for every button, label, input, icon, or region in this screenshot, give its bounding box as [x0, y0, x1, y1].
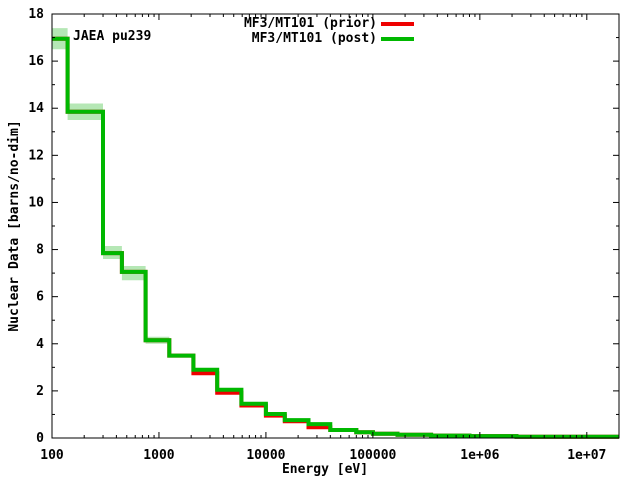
x-tick-label: 1e+07: [567, 448, 606, 463]
y-tick-label: 16: [28, 54, 44, 69]
plot-border: [51, 13, 620, 439]
y-tick-label: 14: [28, 101, 44, 116]
x-tick-label: 10000: [246, 448, 285, 463]
x-tick-label: 100: [40, 448, 64, 463]
y-tick-label: 10: [28, 195, 44, 210]
axis-ticks: [51, 13, 620, 439]
x-tick-label: 1000: [143, 448, 174, 463]
post-curve: [52, 36, 619, 439]
y-tick-label: 0: [36, 431, 44, 446]
y-tick-label: 8: [36, 243, 44, 258]
y-axis-title: Nuclear Data [barns/no-dim]: [7, 120, 22, 332]
y-tick-label: 6: [36, 290, 44, 305]
y-tick-label: 18: [28, 7, 44, 22]
tick-labels: 100 1000 10000 100000 1e+06 1e+07 0 2 4 6 8 10 12 14 1…: [28, 7, 606, 463]
legend-post-label: MF3/MT101 (post): [251, 31, 377, 46]
legend-prior-label: MF3/MT101 (prior): [243, 16, 377, 31]
y-tick-label: 12: [28, 148, 44, 163]
prior-curve: [52, 36, 619, 439]
x-tick-label: 100000: [349, 448, 396, 463]
x-axis-title: Energy [eV]: [281, 462, 369, 477]
y-tick-label: 4: [36, 337, 44, 352]
dataset-annotation: JAEA pu239: [73, 29, 152, 44]
legend-prior-swatch: [381, 22, 414, 26]
y-tick-label: 2: [36, 384, 44, 399]
uncertainty-band: [52, 28, 170, 344]
x-tick-label: 1e+06: [460, 448, 499, 463]
legend-post-swatch: [381, 37, 414, 41]
